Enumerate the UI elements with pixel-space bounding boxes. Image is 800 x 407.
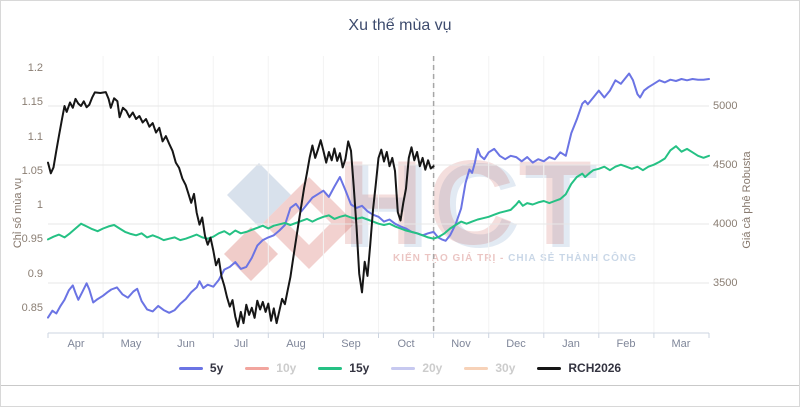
legend-label-RCH2026: RCH2026	[568, 361, 622, 375]
series-line-15y	[47, 145, 710, 242]
legend-swatch-5y	[178, 366, 203, 370]
y-axis-left-title: Chỉ số mùa vụ	[12, 177, 24, 249]
series-line-5y	[47, 72, 710, 319]
legend-swatch-15y	[318, 366, 343, 370]
legend: 5y 10y 15y 20y 30y RCH2026	[1, 361, 799, 375]
chart-title: Xu thế mùa vụ	[348, 17, 452, 34]
legend-swatch-10y	[245, 366, 270, 370]
legend-item-30y[interactable]: 30y	[464, 361, 515, 375]
legend-label-5y: 5y	[209, 361, 224, 375]
legend-swatch-RCH2026	[537, 366, 562, 370]
bottom-separator-line	[1, 385, 799, 386]
legend-item-RCH2026[interactable]: RCH2026	[537, 361, 621, 375]
legend-swatch-30y	[464, 366, 489, 370]
legend-label-10y: 10y	[276, 361, 297, 375]
series-line-RCH2026	[47, 91, 435, 328]
legend-item-20y[interactable]: 20y	[391, 361, 442, 375]
legend-label-20y: 20y	[422, 361, 443, 375]
legend-swatch-20y	[391, 366, 416, 370]
y-axis-right-title: Giá cà phê Robusta	[741, 151, 753, 249]
legend-item-5y[interactable]: 5y	[178, 361, 224, 375]
legend-item-10y[interactable]: 10y	[245, 361, 296, 375]
legend-item-15y[interactable]: 15y	[318, 361, 369, 375]
legend-label-30y: 30y	[495, 361, 516, 375]
legend-label-15y: 15y	[349, 361, 370, 375]
